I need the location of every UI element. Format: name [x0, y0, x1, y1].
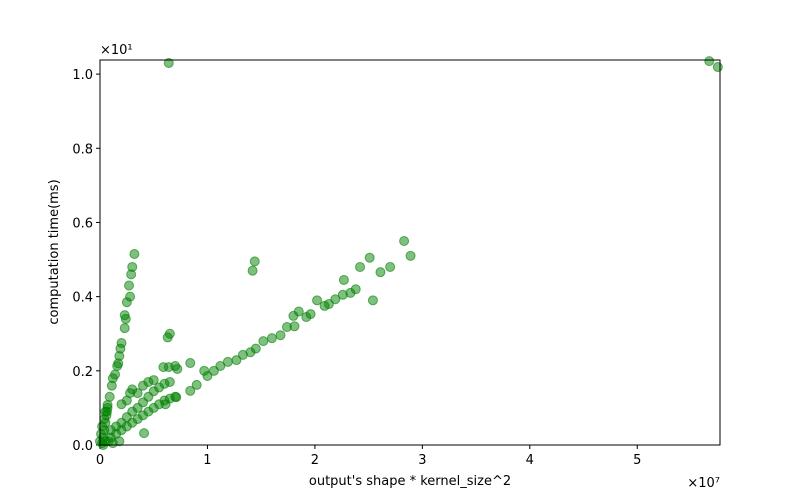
point [164, 376, 175, 387]
point [120, 313, 131, 324]
point [288, 310, 299, 321]
point [247, 265, 258, 276]
x-tick-label: 4 [526, 453, 534, 468]
point [319, 300, 330, 311]
point [355, 261, 366, 272]
point [163, 57, 174, 68]
x-tick-label: 5 [633, 453, 641, 468]
point [124, 280, 135, 291]
point [237, 349, 248, 360]
point [338, 274, 349, 285]
point [375, 267, 386, 278]
point [337, 289, 348, 300]
point [301, 312, 312, 323]
x-tick-label: 1 [203, 453, 211, 468]
point [170, 391, 181, 402]
point [162, 332, 173, 343]
point [199, 365, 210, 376]
point [258, 336, 269, 347]
x-tick-label: 0 [96, 453, 104, 468]
point [185, 385, 196, 396]
x-tick-label: 2 [311, 453, 319, 468]
point [208, 365, 219, 376]
point [132, 388, 143, 399]
y-axis-label: computation time(ms) [47, 179, 62, 324]
y-tick-label: 1.0 [72, 68, 93, 83]
point [405, 250, 416, 261]
point [129, 248, 140, 259]
x-tick-label: 3 [418, 453, 426, 468]
point [399, 236, 410, 247]
point [312, 295, 323, 306]
point [139, 428, 150, 439]
point [121, 297, 132, 308]
point [191, 379, 202, 390]
point [104, 391, 115, 402]
plot-frame [99, 59, 721, 446]
point [185, 358, 196, 369]
y-tick-label: 0.0 [72, 439, 93, 454]
point [119, 323, 130, 334]
point [158, 362, 169, 373]
point [367, 295, 378, 306]
point [114, 436, 125, 447]
y-tick-label: 0.2 [72, 365, 93, 380]
point [385, 261, 396, 272]
y-tick-label: 0.8 [72, 142, 93, 157]
point [231, 355, 242, 366]
point [106, 380, 117, 391]
point [275, 330, 286, 341]
x-offset-label: ×10⁷ [687, 476, 720, 491]
y-tick-label: 0.6 [72, 216, 93, 231]
point [112, 360, 123, 371]
point [100, 406, 111, 417]
x-axis-label: output's shape * kernel_size^2 [309, 474, 511, 489]
point [704, 56, 715, 67]
point [148, 375, 159, 386]
point [222, 356, 233, 367]
point [126, 269, 137, 280]
y-offset-label: ×10¹ [100, 43, 133, 58]
point [712, 62, 723, 73]
point [281, 322, 292, 333]
point [266, 333, 277, 344]
point [249, 256, 260, 267]
point [364, 252, 375, 263]
y-tick-label: 0.4 [72, 291, 93, 306]
